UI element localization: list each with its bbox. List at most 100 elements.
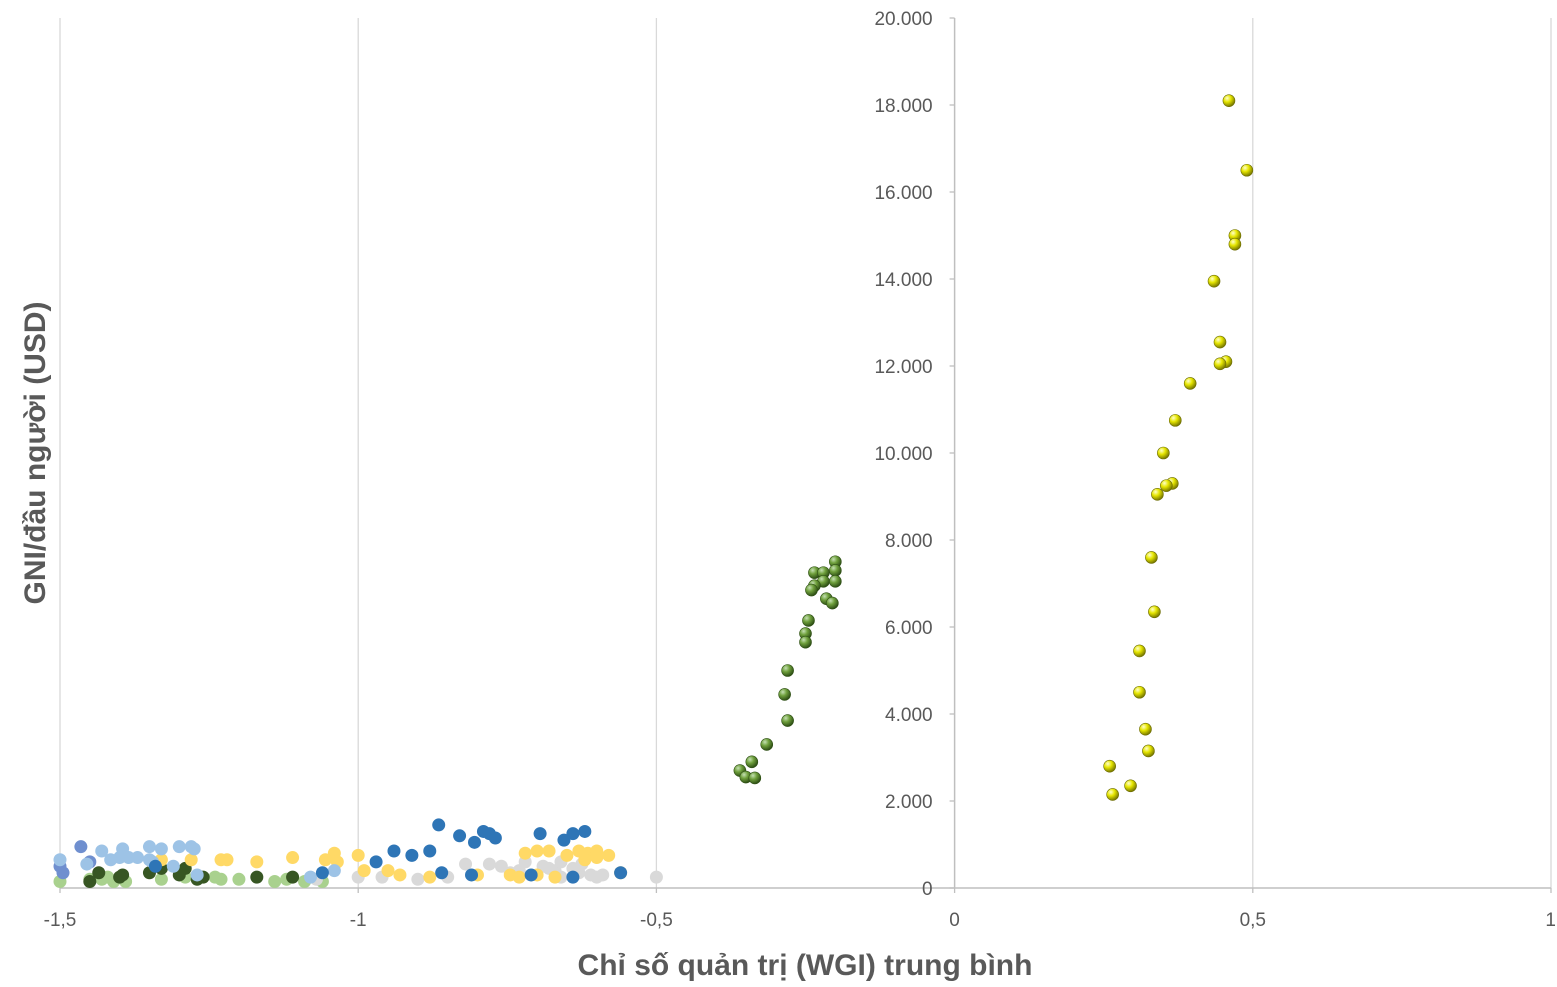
x-tick-label: -0,5 bbox=[640, 910, 673, 931]
data-point bbox=[220, 853, 234, 867]
data-point bbox=[566, 827, 580, 841]
data-point bbox=[542, 844, 556, 858]
data-point bbox=[566, 870, 580, 884]
data-point bbox=[1151, 488, 1164, 501]
data-point bbox=[802, 614, 815, 627]
y-tick-label: 8.000 bbox=[885, 531, 933, 552]
y-tick-label: 4.000 bbox=[885, 705, 933, 726]
data-point bbox=[602, 848, 616, 862]
data-point bbox=[518, 846, 532, 860]
y-tick-label: 12.000 bbox=[874, 357, 932, 378]
data-point bbox=[113, 870, 127, 884]
data-point bbox=[1213, 357, 1227, 371]
data-point bbox=[584, 868, 598, 882]
data-point bbox=[387, 844, 401, 858]
data-point bbox=[393, 868, 407, 882]
data-point bbox=[578, 824, 592, 838]
data-point bbox=[778, 688, 791, 701]
y-tick-label: 14.000 bbox=[874, 270, 932, 291]
data-point bbox=[530, 844, 544, 858]
data-point bbox=[781, 714, 794, 727]
data-point bbox=[405, 848, 419, 862]
data-point bbox=[154, 842, 168, 856]
data-point bbox=[1142, 744, 1155, 758]
data-point bbox=[369, 855, 383, 869]
data-point bbox=[805, 583, 818, 597]
data-point bbox=[74, 840, 88, 854]
x-axis-title: Chỉ số quản trị (WGI) trung bình bbox=[578, 949, 1033, 982]
data-point bbox=[423, 870, 437, 884]
y-tick-label: 6.000 bbox=[885, 618, 933, 639]
data-point bbox=[1160, 479, 1173, 492]
y-tick-label: 10.000 bbox=[874, 444, 932, 465]
data-point bbox=[80, 857, 94, 871]
x-tick-labels: -1,5 -1 -0,5 0 0,5 1 bbox=[44, 910, 1556, 931]
data-point bbox=[829, 575, 842, 588]
data-point bbox=[95, 844, 109, 858]
data-point bbox=[357, 864, 371, 878]
data-point bbox=[799, 635, 812, 649]
data-point bbox=[1145, 551, 1158, 564]
data-point bbox=[122, 851, 136, 865]
data-point bbox=[166, 859, 180, 873]
data-point bbox=[1228, 237, 1242, 251]
data-point bbox=[1183, 377, 1197, 390]
data-point bbox=[1240, 163, 1254, 177]
data-points bbox=[53, 94, 1254, 888]
data-point bbox=[467, 835, 481, 849]
data-point bbox=[142, 840, 156, 854]
x-tick-label: 0,5 bbox=[1240, 910, 1266, 931]
data-point bbox=[745, 755, 759, 769]
y-tick-labels: 0 2.000 4.000 6.000 8.000 10.000 12.000 14.000 1… bbox=[874, 9, 932, 900]
data-point bbox=[748, 771, 762, 785]
data-point bbox=[92, 866, 106, 880]
y-tick-label: 2.000 bbox=[885, 792, 933, 813]
data-point bbox=[131, 851, 145, 865]
data-point bbox=[1103, 759, 1116, 773]
data-point bbox=[1222, 94, 1236, 107]
data-point bbox=[524, 868, 538, 882]
data-point bbox=[512, 870, 526, 884]
data-point bbox=[318, 853, 332, 867]
data-point bbox=[614, 866, 628, 880]
data-point bbox=[56, 866, 70, 880]
data-point bbox=[1133, 685, 1146, 699]
gridlines bbox=[59, 18, 1552, 888]
data-point bbox=[557, 833, 571, 847]
data-point bbox=[1124, 779, 1137, 793]
data-point bbox=[83, 874, 97, 888]
data-point bbox=[184, 853, 198, 867]
y-tick-label: 18.000 bbox=[874, 96, 932, 117]
y-tick-label: 0 bbox=[922, 879, 933, 900]
data-point bbox=[315, 866, 329, 880]
data-point bbox=[596, 868, 610, 882]
data-point bbox=[1157, 446, 1170, 460]
data-point bbox=[560, 848, 574, 862]
data-point bbox=[351, 848, 365, 862]
data-point bbox=[232, 872, 246, 886]
data-point bbox=[214, 872, 228, 886]
data-point bbox=[303, 870, 317, 884]
data-point bbox=[1168, 414, 1182, 427]
x-tick-label: -1,5 bbox=[44, 910, 77, 931]
data-point bbox=[250, 855, 264, 869]
data-point bbox=[829, 564, 842, 577]
data-point bbox=[1213, 335, 1227, 349]
data-point bbox=[459, 857, 473, 871]
data-point bbox=[327, 864, 341, 878]
data-point bbox=[494, 859, 508, 873]
data-point bbox=[435, 866, 449, 880]
data-point bbox=[760, 738, 774, 751]
y-tick-label: 20.000 bbox=[874, 9, 932, 30]
data-point bbox=[1106, 788, 1119, 801]
data-point bbox=[286, 870, 300, 884]
data-point bbox=[649, 870, 663, 884]
data-point bbox=[53, 853, 67, 867]
data-point bbox=[268, 874, 282, 888]
data-point bbox=[1133, 644, 1146, 658]
data-point bbox=[1207, 274, 1221, 288]
axes bbox=[59, 17, 1552, 893]
x-tick-label: 0 bbox=[949, 910, 960, 931]
data-point bbox=[411, 872, 425, 886]
data-point bbox=[533, 827, 547, 841]
